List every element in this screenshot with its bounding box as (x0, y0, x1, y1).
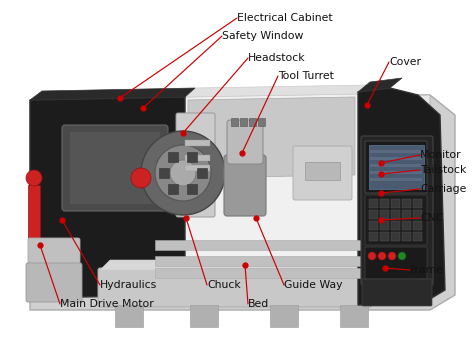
Bar (391, 210, 400, 219)
FancyBboxPatch shape (365, 141, 427, 193)
Bar (413, 232, 422, 241)
Text: Tool Turret: Tool Turret (278, 71, 334, 81)
FancyBboxPatch shape (176, 113, 215, 217)
Polygon shape (358, 78, 402, 92)
Bar (402, 210, 411, 219)
Bar (370, 150, 422, 153)
Bar (370, 157, 422, 160)
Bar (185, 165, 210, 171)
Bar (369, 145, 424, 189)
Polygon shape (30, 95, 455, 310)
Bar (258, 118, 265, 126)
Polygon shape (30, 95, 430, 113)
Circle shape (141, 131, 225, 215)
Polygon shape (358, 88, 445, 305)
Bar (369, 199, 378, 208)
FancyBboxPatch shape (28, 238, 80, 294)
Bar (370, 164, 422, 167)
Bar (240, 118, 247, 126)
FancyBboxPatch shape (365, 247, 427, 279)
Text: Frame: Frame (410, 265, 444, 275)
Bar (305, 162, 340, 180)
Polygon shape (30, 88, 195, 100)
Polygon shape (185, 85, 370, 97)
Bar (159, 168, 169, 178)
Bar (370, 178, 422, 181)
Bar (391, 221, 400, 230)
Bar (155, 240, 365, 250)
Text: Electrical Cabinet: Electrical Cabinet (237, 13, 333, 23)
Bar (380, 221, 389, 230)
Text: Guide Way: Guide Way (284, 280, 343, 290)
Bar (188, 152, 198, 162)
Text: Main Drive Motor: Main Drive Motor (60, 299, 154, 309)
FancyBboxPatch shape (26, 263, 82, 302)
Text: Safety Window: Safety Window (222, 31, 303, 41)
Polygon shape (185, 94, 360, 293)
FancyBboxPatch shape (361, 136, 433, 285)
Text: Cover: Cover (389, 57, 421, 67)
Bar (413, 199, 422, 208)
Bar (380, 232, 389, 241)
Bar (155, 256, 365, 266)
Bar (197, 168, 207, 178)
Bar (369, 232, 378, 241)
Circle shape (378, 252, 386, 260)
Text: Tailstock: Tailstock (420, 165, 466, 175)
Bar (185, 155, 210, 161)
Bar (402, 199, 411, 208)
Bar (155, 268, 365, 278)
Text: Monitor: Monitor (420, 150, 462, 160)
Text: Carriage: Carriage (420, 184, 466, 194)
FancyBboxPatch shape (365, 195, 427, 245)
Bar (380, 210, 389, 219)
Bar (340, 305, 368, 327)
Bar (70, 132, 160, 204)
FancyBboxPatch shape (227, 120, 263, 164)
Text: Hydraulics: Hydraulics (100, 280, 157, 290)
Bar (168, 185, 179, 195)
Circle shape (388, 252, 396, 260)
Bar (413, 221, 422, 230)
Bar (190, 305, 218, 327)
Circle shape (26, 170, 42, 186)
Circle shape (398, 252, 406, 260)
Bar (391, 232, 400, 241)
Text: Headstock: Headstock (248, 53, 306, 63)
Circle shape (368, 252, 376, 260)
FancyBboxPatch shape (62, 125, 168, 211)
Polygon shape (100, 260, 380, 270)
Bar (270, 305, 298, 327)
Bar (413, 210, 422, 219)
FancyBboxPatch shape (362, 279, 432, 306)
Bar (28, 185, 40, 260)
Bar (168, 152, 179, 162)
Text: Bed: Bed (248, 299, 269, 309)
Text: CNC: CNC (420, 213, 444, 223)
Bar (369, 221, 378, 230)
Bar (231, 118, 238, 126)
Bar (185, 140, 210, 146)
Bar (402, 221, 411, 230)
Circle shape (170, 160, 196, 186)
Text: Chuck: Chuck (207, 280, 241, 290)
Circle shape (131, 168, 151, 188)
Polygon shape (188, 97, 355, 178)
FancyBboxPatch shape (293, 146, 352, 200)
Bar (249, 118, 256, 126)
Bar (380, 199, 389, 208)
Bar (402, 232, 411, 241)
FancyBboxPatch shape (98, 268, 372, 307)
Circle shape (155, 145, 211, 201)
Bar (370, 171, 422, 174)
Bar (115, 305, 143, 327)
Bar (391, 199, 400, 208)
Bar (369, 210, 378, 219)
FancyBboxPatch shape (224, 155, 266, 216)
Polygon shape (30, 97, 185, 298)
Bar (188, 185, 198, 195)
